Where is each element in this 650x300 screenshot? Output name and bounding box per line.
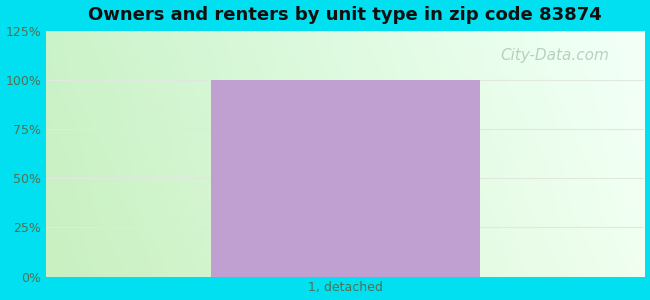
Bar	[211, 80, 480, 277]
Title: Owners and renters by unit type in zip code 83874: Owners and renters by unit type in zip c…	[88, 6, 603, 24]
Text: City-Data.com: City-Data.com	[500, 48, 609, 63]
